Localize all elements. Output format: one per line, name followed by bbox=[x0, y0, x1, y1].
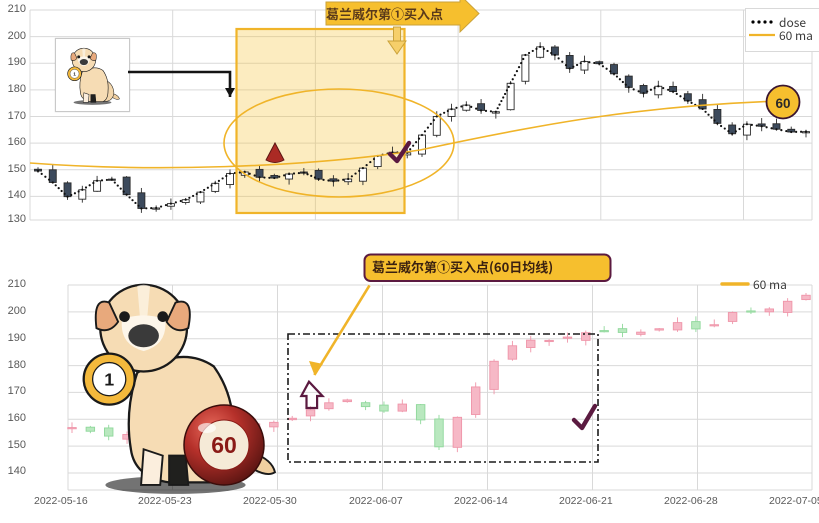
svg-text:60: 60 bbox=[211, 432, 237, 458]
